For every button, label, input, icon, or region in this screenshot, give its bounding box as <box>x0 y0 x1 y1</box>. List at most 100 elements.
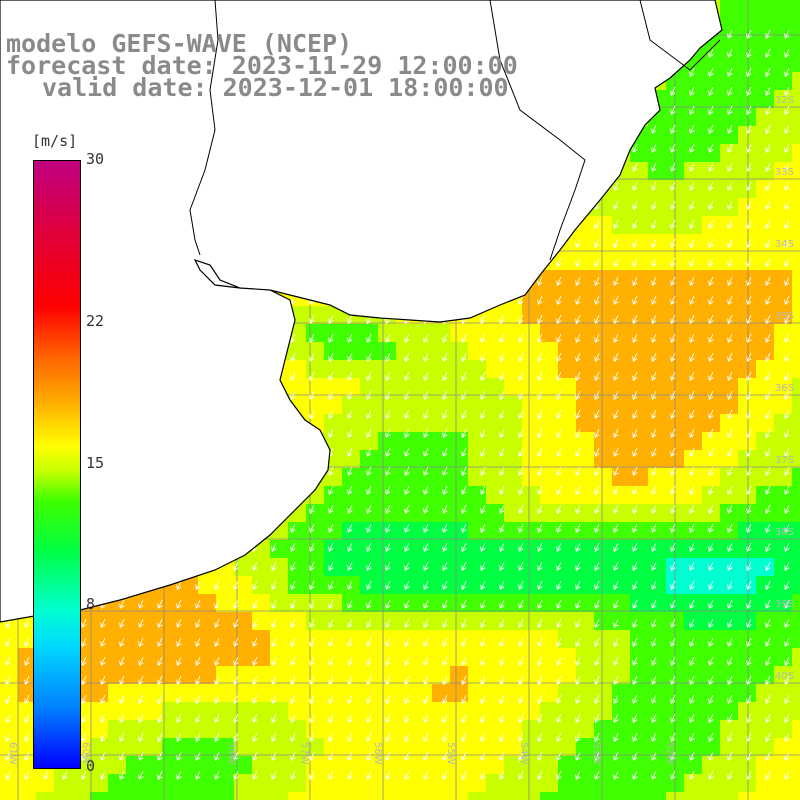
wind-arrow <box>347 713 353 723</box>
wind-arrow <box>765 694 771 704</box>
wind-arrow <box>613 352 619 362</box>
wind-arrow <box>480 637 486 647</box>
wind-arrow <box>689 618 695 628</box>
wind-speed-cell <box>612 342 630 360</box>
wind-speed-cell <box>702 90 720 108</box>
wind-arrow <box>537 770 543 780</box>
wind-arrow <box>651 295 657 305</box>
wind-speed-cell <box>414 702 432 720</box>
wind-speed-cell <box>702 612 720 630</box>
wind-arrow <box>784 523 790 533</box>
wind-speed-cell <box>396 792 414 800</box>
wind-speed-cell <box>360 594 378 612</box>
wind-arrow <box>442 713 448 723</box>
wind-arrow <box>727 162 733 172</box>
wind-speed-cell <box>576 558 594 576</box>
wind-speed-cell <box>252 774 270 792</box>
wind-speed-cell <box>396 774 414 792</box>
wind-speed-cell <box>486 558 504 576</box>
wind-speed-cell <box>684 180 702 198</box>
wind-arrow <box>727 542 733 552</box>
wind-arrow <box>784 333 790 343</box>
wind-speed-cell <box>648 702 666 720</box>
wind-speed-cell <box>756 288 774 306</box>
wind-arrow <box>252 580 258 590</box>
wind-speed-cell <box>90 738 108 756</box>
wind-speed-cell <box>684 378 702 396</box>
wind-speed-cell <box>234 774 252 792</box>
wind-speed-cell <box>702 774 720 792</box>
wind-arrow <box>708 314 714 324</box>
wind-arrow <box>404 542 410 552</box>
wind-arrow <box>708 713 714 723</box>
wind-arrow <box>480 732 486 742</box>
wind-arrow <box>423 504 429 514</box>
wind-speed-cell <box>540 720 558 738</box>
wind-arrow <box>100 713 106 723</box>
wind-arrow <box>347 675 353 685</box>
wind-arrow <box>632 295 638 305</box>
wind-speed-cell <box>414 666 432 684</box>
wind-arrow <box>632 428 638 438</box>
wind-arrow <box>271 542 277 552</box>
wind-arrow <box>746 295 752 305</box>
wind-arrow <box>556 257 562 267</box>
wind-speed-cell <box>486 792 504 800</box>
wind-speed-cell <box>468 522 486 540</box>
wind-speed-cell <box>792 144 800 162</box>
wind-arrow <box>157 732 163 742</box>
wind-arrow <box>689 542 695 552</box>
wind-arrow <box>708 561 714 571</box>
wind-arrow <box>81 618 87 628</box>
wind-speed-cell <box>486 450 504 468</box>
wind-speed-cell <box>504 612 522 630</box>
wind-speed-cell <box>648 450 666 468</box>
wind-speed-cell <box>702 594 720 612</box>
wind-arrow <box>309 618 315 628</box>
wind-speed-cell <box>396 738 414 756</box>
wind-speed-cell <box>216 684 234 702</box>
wind-arrow <box>594 523 600 533</box>
wind-arrow <box>518 542 524 552</box>
wind-speed-cell <box>450 468 468 486</box>
wind-speed-cell <box>504 702 522 720</box>
wind-speed-cell <box>90 720 108 738</box>
wind-arrow <box>651 523 657 533</box>
wind-arrow <box>727 48 733 58</box>
wind-arrow <box>385 732 391 742</box>
wind-speed-cell <box>162 720 180 738</box>
wind-arrow <box>613 466 619 476</box>
wind-speed-cell <box>216 792 234 800</box>
wind-arrow <box>651 656 657 666</box>
wind-arrow <box>81 656 87 666</box>
wind-speed-cell <box>702 630 720 648</box>
wind-arrow <box>689 447 695 457</box>
wind-speed-cell <box>342 648 360 666</box>
wind-arrow <box>575 523 581 533</box>
wind-arrow <box>423 732 429 742</box>
wind-arrow <box>727 67 733 77</box>
wind-speed-cell <box>468 684 486 702</box>
wind-speed-cell <box>396 648 414 666</box>
wind-arrow <box>708 124 714 134</box>
wind-arrow <box>290 637 296 647</box>
wind-speed-cell <box>504 558 522 576</box>
wind-arrow <box>100 732 106 742</box>
wind-speed-cell <box>378 486 396 504</box>
wind-speed-cell <box>576 504 594 522</box>
wind-arrow <box>556 618 562 628</box>
wind-speed-cell <box>270 702 288 720</box>
wind-arrow <box>670 257 676 267</box>
wind-arrow <box>537 656 543 666</box>
wind-speed-cell <box>756 180 774 198</box>
wind-arrow <box>765 295 771 305</box>
wind-arrow <box>100 694 106 704</box>
wind-arrow <box>404 390 410 400</box>
wind-speed-cell <box>612 450 630 468</box>
wind-arrow <box>689 675 695 685</box>
wind-speed-cell <box>306 594 324 612</box>
wind-arrow <box>670 675 676 685</box>
wind-arrow <box>328 580 334 590</box>
wind-speed-cell <box>612 360 630 378</box>
wind-speed-cell <box>594 288 612 306</box>
